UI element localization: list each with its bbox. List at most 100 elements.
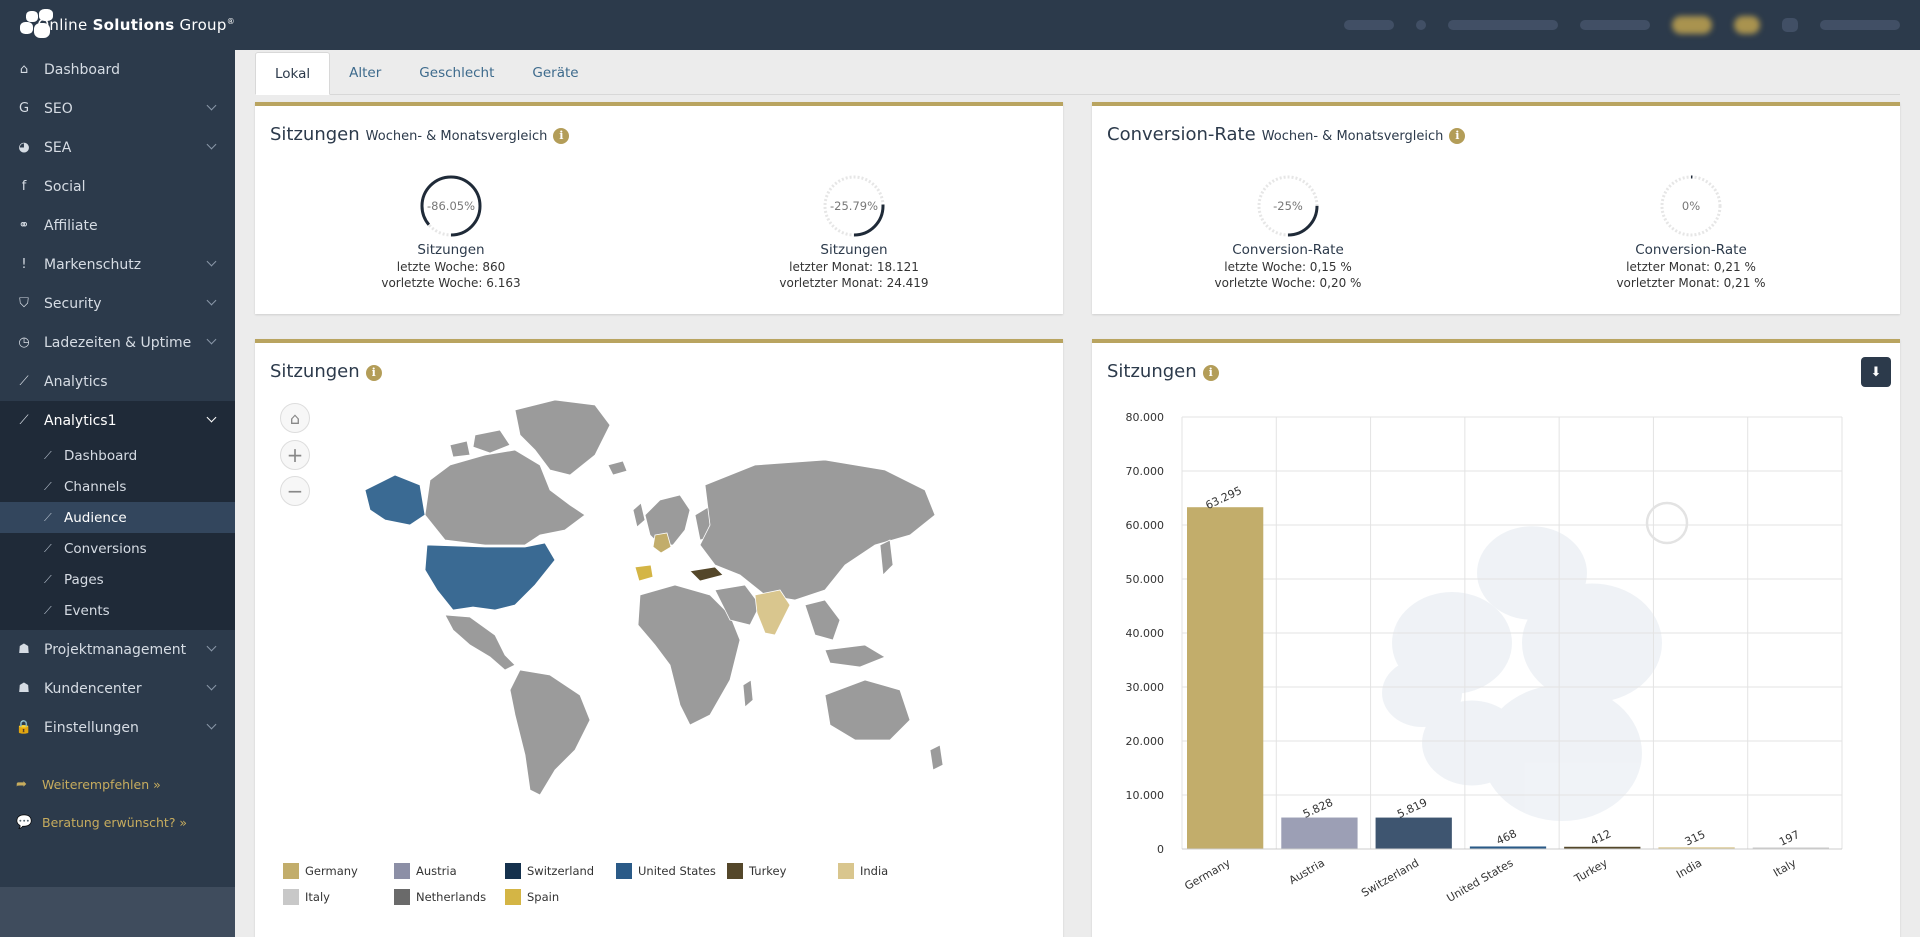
submenu-item-events[interactable]: ⟋ Events [0,595,235,626]
submenu-item-label: Channels [64,478,127,495]
chevron-down-icon [206,680,217,691]
blurred-item[interactable] [1448,20,1558,30]
sidebar-item-kundencenter[interactable]: ☗ Kundencenter [0,669,235,708]
sessions-map-card: Sitzungen i ⌂ + − [255,339,1063,937]
legend-item[interactable]: India [838,863,949,879]
gauge-value: -86.05% [427,199,475,213]
sidebar-item-label: Kundencenter [44,680,142,697]
kpi-weekly-conversion: -25% Conversion-Rate letzte Woche: 0,15 % v… [1158,174,1418,290]
bar-india[interactable] [1658,847,1735,849]
notification-badge[interactable] [1734,16,1760,34]
promo-link[interactable]: 💬 Beratung erwünscht? » [0,803,235,841]
tab-geräte[interactable]: Geräte [532,65,579,81]
map-turkey[interactable] [689,566,724,582]
blurred-item[interactable] [1344,20,1394,30]
sidebar-item-markenschutz[interactable]: ! Markenschutz [0,245,235,284]
submenu-item-dashboard[interactable]: ⟋ Dashboard [0,440,235,471]
info-icon[interactable]: i [365,365,382,381]
sidebar-item-sea[interactable]: ◕ SEA [0,128,235,167]
home-icon: ⌂ [289,408,301,428]
y-tick-label: 60.000 [1126,519,1165,532]
x-tick-label: Turkey [1571,856,1610,886]
map-spain[interactable] [634,564,654,582]
gauge-ring: -25.79% [823,175,885,237]
legend-item[interactable]: Italy [283,889,394,905]
legend-label: Austria [416,864,457,878]
map-germany[interactable] [652,532,672,554]
sidebar-item-label: Dashboard [44,61,120,78]
legend-label: India [860,864,889,878]
line-chart-icon: ⟋ [44,541,52,555]
map-home-button[interactable]: ⌂ [280,403,310,433]
line-chart-icon: ⟋ [19,413,29,428]
blurred-item[interactable] [1820,20,1900,30]
chevron-down-icon [206,334,217,345]
topbar-user-area [1344,0,1900,50]
submenu-item-pages[interactable]: ⟋ Pages [0,564,235,595]
map-united-states[interactable] [424,542,556,611]
promo-link[interactable]: ➦ Weiterempfehlen » [0,765,235,803]
bar-value-label: 412 [1589,827,1614,848]
legend-item[interactable]: Germany [283,863,394,879]
legend-item[interactable]: Turkey [727,863,838,879]
sidebar-item-social[interactable]: f Social [0,167,235,206]
legend-swatch [283,889,299,905]
lock-icon: 🔒 [15,720,33,735]
blurred-item[interactable] [1580,20,1650,30]
bar-italy[interactable] [1752,847,1829,850]
info-icon[interactable]: i [553,128,570,144]
users-icon: ☗ [18,642,30,657]
sidebar-item-security[interactable]: ⛉ Security [0,284,235,323]
info-icon[interactable]: i [1202,365,1219,381]
legend-item[interactable]: Spain [505,889,616,905]
sidebar-item-ladezeiten-uptime[interactable]: ◷ Ladezeiten & Uptime [0,323,235,362]
bar-austria[interactable] [1281,817,1358,849]
notification-badge[interactable] [1672,16,1712,34]
sidebar-item-analytics[interactable]: ⟋ Analytics [0,362,235,401]
blurred-item[interactable] [1416,20,1426,30]
legend-item[interactable]: Austria [394,863,505,879]
legend-swatch [283,863,299,879]
chevron-down-icon [206,641,217,652]
tab-geschlecht[interactable]: Geschlecht [419,65,495,81]
promo-label: Weiterempfehlen » [42,776,161,792]
brand-logo-icon [18,9,53,41]
info-icon[interactable]: i [1449,128,1466,144]
brand-name: Online Solutions Group® [37,16,235,34]
map-india[interactable] [754,589,791,636]
y-tick-label: 50.000 [1126,573,1165,586]
submenu-item-conversions[interactable]: ⟋ Conversions [0,533,235,564]
sidebar-item-seo[interactable]: G SEO [0,89,235,128]
legend-item[interactable]: United States [616,863,727,879]
sidebar-item-einstellungen[interactable]: 🔒 Einstellungen [0,708,235,747]
map-zoom-in-button[interactable]: + [280,440,310,470]
submenu-item-channels[interactable]: ⟋ Channels [0,471,235,502]
brand[interactable]: Online Solutions Group® [0,9,235,41]
y-tick-label: 70.000 [1126,465,1165,478]
bar-germany[interactable] [1187,507,1264,849]
sidebar-item-affiliate[interactable]: ⚭ Affiliate [0,206,235,245]
legend-item[interactable]: Netherlands [394,889,505,905]
kpi-previous: vorletzter Monat: 24.419 [779,276,929,290]
analytics1-submenu: ⟋ Dashboard ⟋ Channels ⟋ Audience ⟋ Conversions… [0,440,235,630]
map-alaska[interactable] [364,474,426,526]
google-icon: G [18,101,30,116]
map-zoom-out-button[interactable]: − [280,476,310,506]
bar-value-label: 5.819 [1395,796,1429,821]
kpi-label: Conversion-Rate [1232,242,1344,258]
blurred-item[interactable] [1782,18,1798,32]
world-map[interactable] [355,395,955,805]
card-title: Sitzungen i [270,361,382,382]
tab-lokal[interactable]: Lokal [255,52,331,95]
download-button[interactable]: ⬇ [1861,357,1891,387]
sidebar-item-analytics1[interactable]: ⟋ Analytics1 [0,401,235,440]
submenu-item-audience[interactable]: ⟋ Audience [0,502,235,533]
sidebar-item-dashboard[interactable]: ⌂ Dashboard [0,50,235,89]
sidebar-item-projektmanagement[interactable]: ☗ Projektmanagement [0,630,235,669]
bar-united-states[interactable] [1469,846,1547,849]
bar-switzerland[interactable] [1375,817,1452,849]
bar-turkey[interactable] [1564,846,1641,849]
tab-alter[interactable]: Alter [349,65,382,81]
legend-item[interactable]: Switzerland [505,863,616,879]
submenu-item-label: Audience [64,509,127,526]
